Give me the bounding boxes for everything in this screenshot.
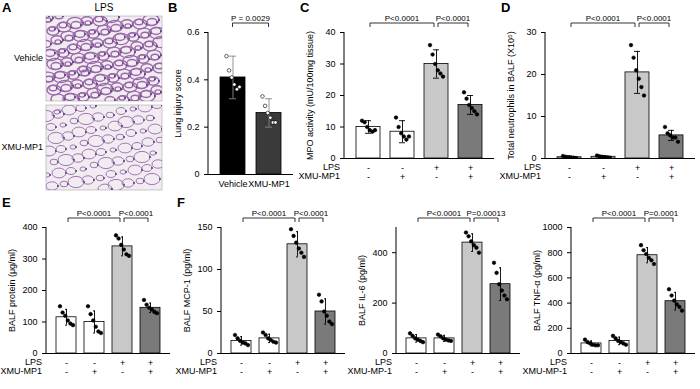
svg-text:LPS: LPS (95, 2, 114, 13)
svg-text:0: 0 (382, 348, 388, 359)
svg-text:+-: +- (635, 163, 640, 182)
svg-text:400: 400 (22, 222, 37, 232)
svg-text:0: 0 (194, 169, 199, 179)
svg-text:--: -- (65, 358, 68, 377)
svg-text:0.4: 0.4 (187, 75, 200, 85)
svg-text:MPO activity (mU/100mg tissue): MPO activity (mU/100mg tissue) (305, 31, 315, 160)
svg-text:100: 100 (197, 264, 212, 274)
svg-text:++: ++ (148, 358, 153, 377)
svg-text:-+: -+ (617, 358, 622, 377)
svg-text:0.2: 0.2 (187, 122, 200, 132)
svg-text:0: 0 (330, 153, 336, 164)
svg-text:BALF IL-6 (pg/ml): BALF IL-6 (pg/ml) (357, 255, 367, 326)
svg-text:++: ++ (468, 163, 473, 182)
svg-text:P<0.0001: P<0.0001 (77, 209, 112, 218)
html-text:C: C (300, 0, 310, 15)
svg-text:--: -- (415, 358, 418, 377)
svg-text:200: 200 (547, 323, 562, 333)
svg-text:150: 150 (197, 222, 212, 232)
svg-text:+-: +- (470, 358, 475, 377)
svg-text:800: 800 (547, 248, 562, 258)
svg-text:+-: +- (434, 163, 439, 182)
html-text:A: A (2, 0, 12, 15)
svg-text:--: -- (590, 358, 593, 377)
svg-text:BALF protein (μg/ml): BALF protein (μg/ml) (7, 249, 17, 332)
svg-text:50: 50 (202, 306, 212, 316)
svg-text:P<0.0001: P<0.0001 (119, 209, 154, 218)
html-text:B: B (168, 0, 178, 15)
svg-text:40: 40 (325, 27, 335, 37)
svg-text:LPSXMU-MP1: LPSXMU-MP1 (499, 162, 541, 181)
svg-text:P<0.0001: P<0.0001 (436, 14, 471, 23)
svg-text:20: 20 (325, 90, 335, 100)
svg-text:-+: -+ (400, 163, 405, 182)
svg-text:LPSXMU-MP-1: LPSXMU-MP-1 (523, 357, 568, 376)
svg-text:Total neutrophils in BALF (X10: Total neutrophils in BALF (X10⁵) (506, 31, 516, 159)
svg-text:P<0.0001: P<0.0001 (602, 209, 637, 218)
svg-text:400: 400 (372, 248, 387, 258)
svg-text:XMU-MP1: XMU-MP1 (248, 179, 290, 189)
svg-text:30: 30 (325, 59, 335, 69)
html-text:D: D (501, 0, 511, 15)
svg-text:0: 0 (32, 348, 38, 359)
svg-text:+-: +- (645, 358, 650, 377)
svg-text:+-: +- (120, 358, 125, 377)
svg-text:1000: 1000 (542, 222, 562, 232)
svg-text:-+: -+ (92, 358, 97, 377)
svg-text:++: ++ (673, 358, 678, 377)
svg-text:-+: -+ (601, 163, 606, 182)
svg-text:100: 100 (22, 317, 37, 327)
svg-text:200: 200 (372, 298, 387, 308)
svg-text:XMU-MP1: XMU-MP1 (1, 142, 43, 152)
svg-text:LPSXMU-MP1: LPSXMU-MP1 (298, 162, 340, 181)
svg-text:200: 200 (22, 285, 37, 295)
svg-text:--: -- (568, 163, 571, 182)
html-text:F: F (177, 195, 185, 210)
svg-text:LPSXMU-MP1: LPSXMU-MP1 (0, 357, 42, 376)
svg-text:0: 0 (531, 153, 537, 164)
svg-text:10: 10 (325, 122, 335, 132)
svg-text:10: 10 (526, 111, 536, 121)
svg-text:LPSXMU-MP-1: LPSXMU-MP-1 (348, 357, 393, 376)
svg-text:300: 300 (22, 254, 37, 264)
svg-text:+-: +- (295, 358, 300, 377)
svg-text:++: ++ (323, 358, 328, 377)
svg-text:20: 20 (526, 69, 536, 79)
svg-text:P<0.0001: P<0.0001 (427, 209, 462, 218)
svg-text:-+: -+ (442, 358, 447, 377)
html-text:E: E (2, 195, 11, 210)
svg-text:-+: -+ (267, 358, 272, 377)
svg-text:Vehicle: Vehicle (218, 179, 247, 189)
svg-text:BALF MCP-1 (pg/ml): BALF MCP-1 (pg/ml) (182, 249, 192, 333)
svg-text:0: 0 (207, 348, 213, 359)
svg-text:P=0.0001: P=0.0001 (644, 209, 679, 218)
svg-text:P<0.0001: P<0.0001 (586, 14, 621, 23)
svg-text:Lung injury score: Lung injury score (173, 69, 183, 138)
svg-text:P<0.0001: P<0.0001 (294, 209, 329, 218)
svg-text:++: ++ (498, 358, 503, 377)
svg-text:600: 600 (547, 273, 562, 283)
svg-text:P=0.00013: P=0.00013 (467, 209, 506, 218)
svg-text:P<0.0001: P<0.0001 (637, 14, 672, 23)
svg-text:0: 0 (557, 348, 563, 359)
svg-text:BALF TNF-α (pg/ml): BALF TNF-α (pg/ml) (532, 250, 542, 331)
svg-text:LPSXMU-MP1: LPSXMU-MP1 (175, 357, 217, 376)
svg-text:++: ++ (669, 163, 674, 182)
svg-text:0.6: 0.6 (187, 27, 200, 37)
svg-text:--: -- (367, 163, 370, 182)
svg-text:P<0.0001: P<0.0001 (385, 14, 420, 23)
svg-text:P<0.0001: P<0.0001 (252, 209, 287, 218)
svg-text:400: 400 (547, 298, 562, 308)
svg-text:Vehicle: Vehicle (14, 53, 43, 63)
svg-text:P = 0.0029: P = 0.0029 (231, 14, 270, 23)
svg-text:30: 30 (526, 27, 536, 37)
svg-text:--: -- (240, 358, 243, 377)
